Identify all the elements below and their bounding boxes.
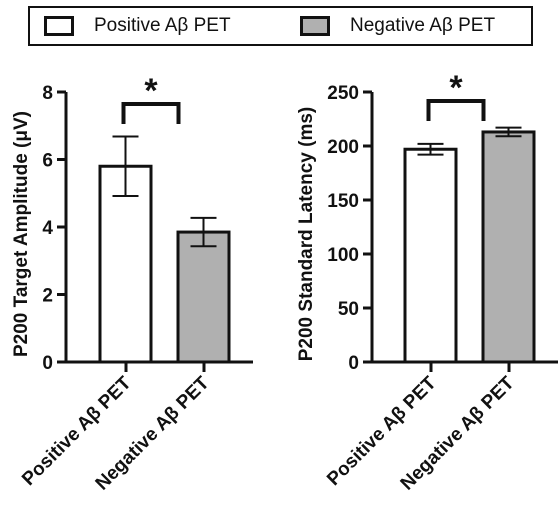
chart2-bar-1 (403, 147, 458, 364)
chart1-significance-marker: * (144, 72, 158, 110)
chart2-significance-bracket (426, 99, 486, 121)
legend-swatch-positive (44, 16, 74, 36)
chart1-y-tick-label: 4 (42, 218, 53, 239)
chart2-y-tick-label: 0 (348, 353, 359, 374)
legend-label-positive: Positive Aβ PET (94, 15, 231, 36)
chart2-y-tick-label: 50 (338, 299, 359, 320)
legend-item-positive: Positive Aβ PET (44, 8, 231, 44)
legend-label-negative: Negative Aβ PET (350, 15, 496, 36)
chart1-bar-2 (176, 230, 231, 364)
chart2-y-tick-label: 250 (327, 83, 359, 104)
chart2-significance-marker: * (449, 69, 463, 107)
chart2-y-tick-label: 150 (327, 191, 359, 212)
chart1-significance-bracket (121, 102, 181, 124)
chart1-y-axis-label: P200 Target Amplitude (μV) (11, 111, 32, 357)
chart1-y-tick-label: 2 (42, 286, 53, 307)
chart1-y-tick-label: 0 (42, 353, 53, 374)
chart1-y-tick-label: 6 (42, 151, 53, 172)
chart1-y-tick-label: 8 (42, 83, 53, 104)
chart2-y-tick-label: 100 (327, 245, 359, 266)
legend-item-negative: Negative Aβ PET (300, 8, 495, 44)
chart2-y-tick-label: 200 (327, 137, 359, 158)
legend: Positive Aβ PET Negative Aβ PET (28, 6, 533, 46)
legend-swatch-negative (300, 16, 330, 36)
chart2-bar-2 (481, 130, 536, 364)
chart2-y-axis-label: P200 Standard Latency (ms) (296, 107, 317, 361)
